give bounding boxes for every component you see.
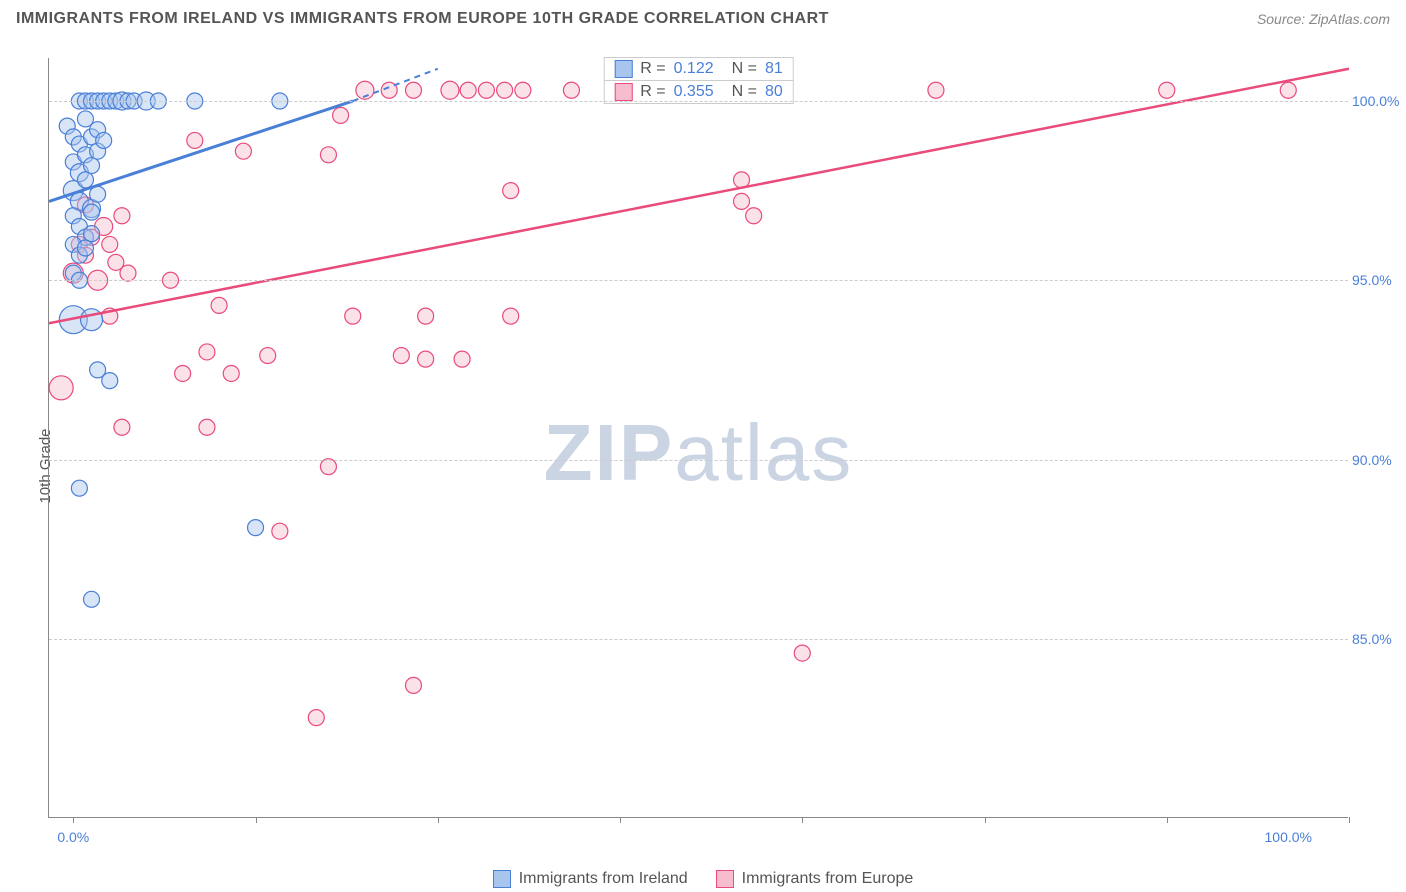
legend-swatch <box>716 870 734 888</box>
data-point <box>734 193 750 209</box>
x-tick <box>1349 817 1350 823</box>
data-point <box>235 143 251 159</box>
legend-item: Immigrants from Ireland <box>493 870 688 888</box>
data-point <box>175 365 191 381</box>
data-point <box>497 82 513 98</box>
stat-n-value: 80 <box>765 83 783 101</box>
x-tick <box>1167 817 1168 823</box>
y-tick-label: 85.0% <box>1352 631 1402 647</box>
y-tick-label: 95.0% <box>1352 272 1402 288</box>
data-point <box>503 183 519 199</box>
gridline-h <box>49 460 1348 461</box>
data-point <box>71 480 87 496</box>
data-point <box>84 591 100 607</box>
data-point <box>211 297 227 313</box>
data-point <box>405 677 421 693</box>
x-tick-label: 100.0% <box>1265 829 1312 845</box>
data-point <box>563 82 579 98</box>
data-point <box>308 710 324 726</box>
data-point <box>794 645 810 661</box>
stat-r-label: R = <box>640 83 665 101</box>
x-tick <box>802 817 803 823</box>
x-tick <box>620 817 621 823</box>
data-point <box>96 132 112 148</box>
data-point <box>77 172 93 188</box>
data-point <box>320 147 336 163</box>
y-tick-label: 100.0% <box>1352 93 1402 109</box>
data-point <box>49 376 73 400</box>
gridline-h <box>49 101 1348 102</box>
data-point <box>77 240 93 256</box>
stat-n-label: N = <box>732 83 757 101</box>
stats-box: R = 0.122 N = 81 R = 0.355 N = 80 <box>603 58 794 104</box>
x-tick-label: 0.0% <box>57 829 89 845</box>
trend-line-europe <box>49 69 1349 324</box>
plot-area: ZIPatlas R =0.122N =81R =0.355N =80 85.0… <box>48 58 1348 818</box>
data-point <box>223 365 239 381</box>
data-point <box>418 351 434 367</box>
data-point <box>478 82 494 98</box>
data-point <box>187 132 203 148</box>
x-tick <box>438 817 439 823</box>
gridline-h <box>49 280 1348 281</box>
data-point <box>405 82 421 98</box>
data-point <box>120 265 136 281</box>
data-point <box>272 523 288 539</box>
x-tick <box>985 817 986 823</box>
data-point <box>333 107 349 123</box>
stat-r-label: R = <box>640 60 665 78</box>
data-point <box>441 81 459 99</box>
stat-r-value: 0.355 <box>674 83 714 101</box>
stat-r-value: 0.122 <box>674 60 714 78</box>
data-point <box>345 308 361 324</box>
legend-swatch <box>493 870 511 888</box>
data-point <box>1280 82 1296 98</box>
data-point <box>460 82 476 98</box>
data-point <box>114 419 130 435</box>
legend-swatch <box>614 83 632 101</box>
data-point <box>746 208 762 224</box>
x-tick <box>73 817 74 823</box>
stat-n-value: 81 <box>765 60 783 78</box>
data-point <box>84 204 100 220</box>
data-point <box>81 309 103 331</box>
stat-n-label: N = <box>732 60 757 78</box>
legend-swatch <box>614 60 632 78</box>
data-point <box>260 348 276 364</box>
data-point <box>1159 82 1175 98</box>
x-tick <box>256 817 257 823</box>
data-point <box>199 344 215 360</box>
data-point <box>393 348 409 364</box>
legend-label: Immigrants from Europe <box>742 870 914 888</box>
chart-container: 10th Grade ZIPatlas R =0.122N =81R =0.35… <box>0 40 1406 892</box>
source-label: Source: ZipAtlas.com <box>1257 11 1390 27</box>
legend-item: Immigrants from Europe <box>716 870 914 888</box>
data-point <box>248 520 264 536</box>
data-point <box>928 82 944 98</box>
data-point <box>503 308 519 324</box>
data-point <box>199 419 215 435</box>
data-point <box>114 208 130 224</box>
data-point <box>418 308 434 324</box>
data-point <box>84 226 100 242</box>
chart-title: IMMIGRANTS FROM IRELAND VS IMMIGRANTS FR… <box>16 10 829 28</box>
data-point <box>515 82 531 98</box>
data-point <box>102 236 118 252</box>
data-point <box>90 362 106 378</box>
stats-row: R = 0.122 N = 81 <box>603 57 794 81</box>
header-bar: IMMIGRANTS FROM IRELAND VS IMMIGRANTS FR… <box>0 0 1406 40</box>
y-tick-label: 90.0% <box>1352 452 1402 468</box>
data-point <box>84 158 100 174</box>
data-point <box>320 459 336 475</box>
gridline-h <box>49 639 1348 640</box>
plot-svg <box>49 58 1348 817</box>
legend-label: Immigrants from Ireland <box>519 870 688 888</box>
data-point <box>454 351 470 367</box>
bottom-legend: Immigrants from Ireland Immigrants from E… <box>0 870 1406 888</box>
